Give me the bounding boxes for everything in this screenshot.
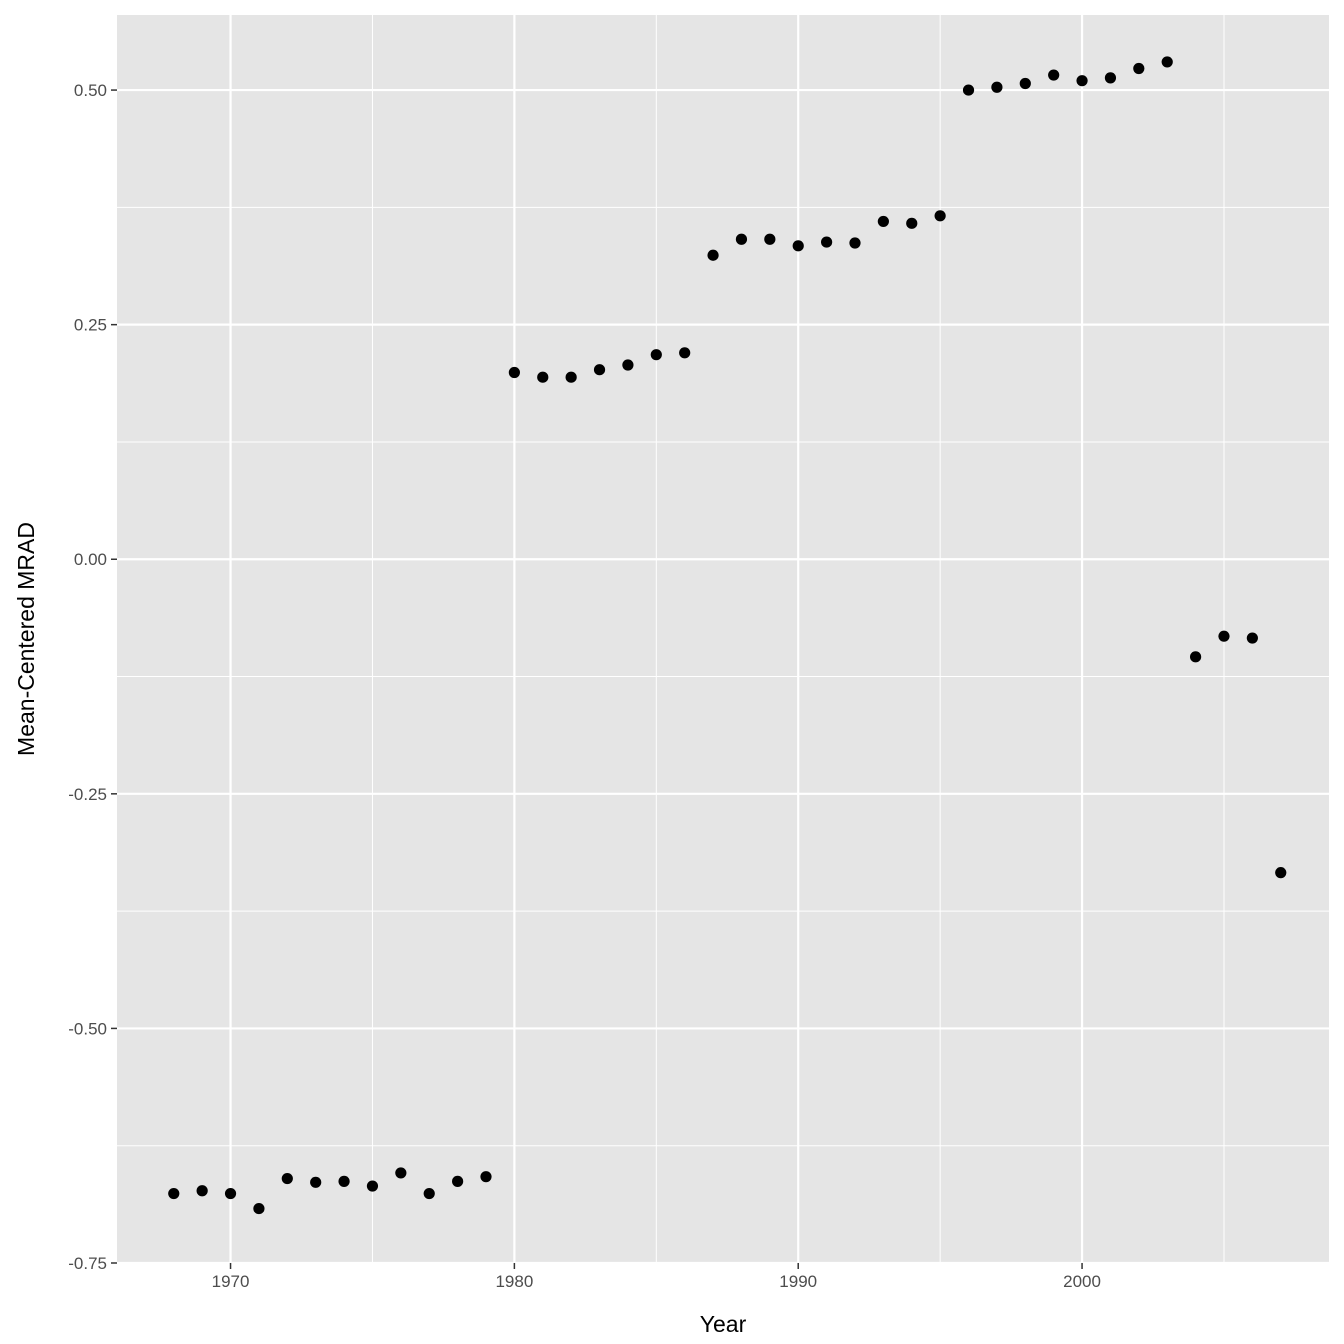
- data-point: [168, 1187, 180, 1200]
- data-point: [224, 1187, 237, 1200]
- x-tick-label: 1980: [495, 1272, 533, 1291]
- data-point: [934, 210, 946, 222]
- data-point: [565, 371, 577, 383]
- y-tick-label: -0.50: [68, 1019, 107, 1038]
- data-point: [764, 233, 776, 245]
- data-point: [849, 237, 861, 249]
- y-tick-label: -0.25: [68, 785, 107, 804]
- data-point: [1104, 72, 1117, 84]
- x-tick-label: 1990: [779, 1272, 817, 1291]
- y-axis: -0.75 -0.50 -0.25 0.00 0.25 0.50: [68, 81, 117, 1273]
- plot-panel: [117, 15, 1329, 1263]
- y-tick-label: 0.00: [74, 550, 107, 569]
- data-point: [792, 240, 804, 252]
- data-point: [310, 1176, 322, 1188]
- minor-gridlines: [117, 15, 1329, 1263]
- data-point: [1246, 632, 1258, 644]
- data-point: [537, 371, 549, 383]
- data-point: [281, 1172, 293, 1185]
- y-tick-label: 0.50: [74, 81, 107, 100]
- y-tick-label: 0.25: [74, 316, 107, 335]
- data-point: [906, 217, 918, 229]
- data-point: [593, 364, 606, 376]
- data-point: [707, 249, 719, 261]
- data-point: [991, 81, 1003, 93]
- data-point: [1133, 62, 1145, 75]
- data-point: [452, 1175, 464, 1187]
- x-axis-title: Year: [700, 1311, 747, 1337]
- data-point: [679, 347, 691, 359]
- data-points: [168, 56, 1287, 1215]
- data-point: [821, 236, 833, 248]
- data-point: [1275, 867, 1287, 879]
- data-point: [1048, 69, 1060, 81]
- data-point: [395, 1167, 407, 1179]
- data-point: [1218, 630, 1230, 642]
- y-axis-title: Mean-Centered MRAD: [13, 522, 39, 756]
- data-point: [877, 215, 889, 228]
- x-tick-label: 1970: [212, 1272, 250, 1291]
- major-gridlines: [117, 15, 1329, 1265]
- data-point: [650, 349, 662, 361]
- data-point: [622, 359, 634, 371]
- data-point: [480, 1171, 492, 1183]
- x-axis: 1970 1980 1990 2000: [212, 1263, 1101, 1291]
- data-point: [338, 1175, 350, 1187]
- data-point: [1019, 77, 1031, 90]
- data-point: [253, 1202, 265, 1215]
- data-point: [1189, 651, 1202, 663]
- y-tick-label: -0.75: [68, 1254, 107, 1273]
- data-point: [1076, 75, 1088, 87]
- data-point: [735, 233, 748, 245]
- data-point: [962, 84, 975, 96]
- data-point: [196, 1185, 208, 1197]
- data-point: [1161, 56, 1173, 68]
- data-point: [508, 366, 520, 379]
- x-tick-label: 2000: [1063, 1272, 1101, 1291]
- data-point: [423, 1187, 435, 1200]
- data-point: [366, 1180, 379, 1192]
